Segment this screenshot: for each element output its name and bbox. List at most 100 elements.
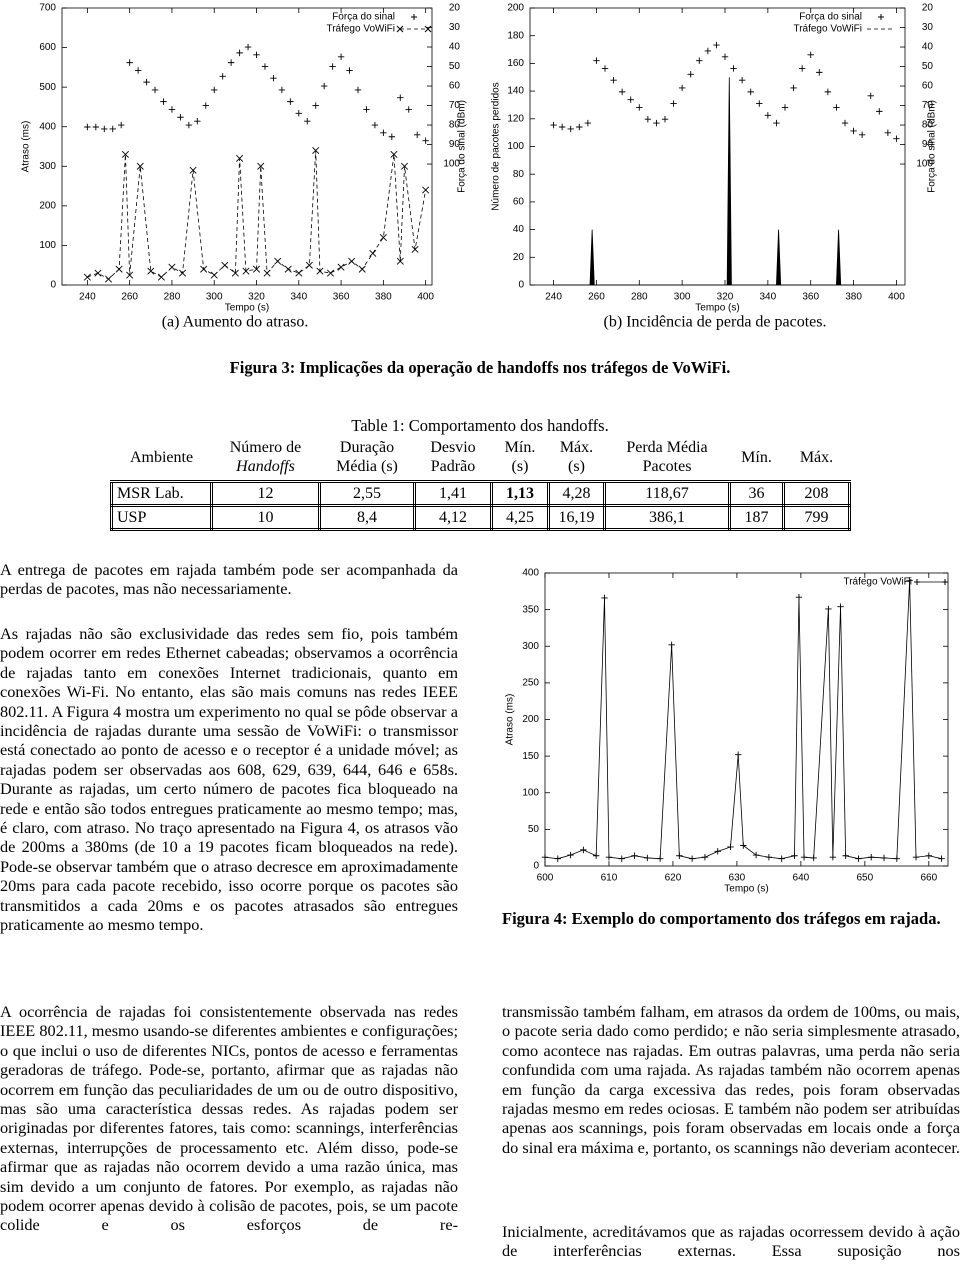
series-line <box>544 580 942 860</box>
point-marker <box>576 123 583 131</box>
point-marker <box>842 852 849 859</box>
point-marker <box>876 108 883 115</box>
header-cell: Mín. <box>729 438 784 483</box>
y-tick-label: 60 <box>513 197 525 208</box>
point-marker <box>126 59 133 66</box>
point-marker <box>369 249 377 257</box>
point-marker <box>136 162 144 170</box>
point-marker <box>810 854 817 862</box>
y2-tick-label: 100 <box>916 159 933 170</box>
point-marker <box>925 852 933 859</box>
point-marker <box>287 98 294 105</box>
plot-frame <box>529 7 906 286</box>
y-tick-label: 600 <box>39 42 56 53</box>
point-marker <box>210 271 218 279</box>
x-tick-label: 640 <box>793 873 810 884</box>
y2-tick-label: 20 <box>922 3 934 14</box>
point-marker <box>696 57 703 64</box>
y2-tick-label: 90 <box>449 139 461 150</box>
header-line: Duração <box>339 439 395 456</box>
point-marker <box>636 104 643 111</box>
header-line: Mín. <box>504 439 536 456</box>
paragraph: A entrega de pacotes em rajada também po… <box>0 560 458 599</box>
point-marker <box>236 49 243 57</box>
y-tick-label: 100 <box>507 141 524 152</box>
y2-tick-label: 90 <box>922 139 934 150</box>
point-marker <box>115 265 123 273</box>
point-marker <box>730 65 737 72</box>
point-marker <box>795 593 803 601</box>
point-marker <box>270 75 277 82</box>
point-marker <box>778 855 785 862</box>
y2-axis-label: Força do sinal (dBm) <box>457 100 468 193</box>
y2-tick-label: 40 <box>449 42 461 53</box>
point-marker <box>101 125 108 133</box>
y-tick-label: 200 <box>39 200 56 211</box>
point-marker <box>411 245 419 253</box>
x-tick-label: 360 <box>802 292 819 303</box>
point-marker <box>631 852 638 859</box>
point-marker <box>567 125 574 133</box>
y2-tick-label: 30 <box>449 22 461 33</box>
point-marker <box>177 114 184 121</box>
paragraph: transmissão também falham, em atrasos da… <box>502 1002 960 1157</box>
plot-frame <box>544 572 949 867</box>
y2-tick-label: 30 <box>922 22 934 33</box>
table-cell: 10 <box>210 504 321 531</box>
point-marker <box>118 121 125 129</box>
point-marker <box>592 852 600 859</box>
series-line <box>87 150 427 280</box>
table-cell: 8,4 <box>318 504 416 531</box>
header-cell: Perda Média Pacotes <box>604 438 730 483</box>
point-marker <box>274 257 282 265</box>
point-marker <box>740 842 747 849</box>
point-marker <box>194 117 201 125</box>
point-marker <box>800 854 808 861</box>
table-row: MSR Lab. 12 2,55 1,41 1,13 4,28 118,67 36 208 <box>110 480 851 507</box>
y2-tick-label: 70 <box>449 100 461 111</box>
point-marker <box>284 265 292 273</box>
point-marker <box>348 257 356 265</box>
y2-tick-label: 80 <box>922 120 934 131</box>
point-marker <box>554 855 561 862</box>
y-tick-label: 0 <box>50 280 56 291</box>
table-cell: 799 <box>782 504 851 531</box>
y-tick-label: 0 <box>533 861 539 872</box>
x-tick-label: 260 <box>121 292 138 303</box>
point-marker <box>714 848 721 855</box>
header-line: (s) <box>568 458 585 475</box>
y-tick-label: 100 <box>522 787 539 798</box>
table-cell: 118,67 <box>603 480 731 507</box>
point-marker <box>104 275 113 283</box>
point-marker <box>354 86 362 94</box>
point-marker <box>727 843 734 851</box>
point-marker <box>295 269 303 277</box>
table-row: USP 10 8,4 4,12 4,25 16,19 386,1 187 799 <box>110 504 851 531</box>
loss-area <box>553 77 897 286</box>
point-marker <box>584 119 592 127</box>
header-line: Número de <box>229 439 302 456</box>
x-tick-label: 280 <box>631 292 648 303</box>
point-marker <box>837 603 844 610</box>
y-tick-label: 200 <box>522 714 539 725</box>
table-cell: 4,12 <box>413 504 493 531</box>
legend-label: Força do sinal <box>332 12 395 23</box>
point-marker <box>143 78 150 86</box>
point-marker <box>676 852 683 859</box>
legend-label: Força do sinal <box>799 12 862 23</box>
table-cell: 36 <box>728 480 785 507</box>
point-marker <box>688 855 696 862</box>
point-marker <box>92 123 100 131</box>
point-marker <box>358 265 366 273</box>
subcaption: (b) Incidência de perda de pacotes. <box>604 314 827 331</box>
point-marker <box>109 125 116 133</box>
point-marker <box>189 166 197 174</box>
point-marker <box>618 855 625 862</box>
y-tick-label: 80 <box>513 169 525 180</box>
point-marker <box>668 641 675 648</box>
point-marker <box>893 855 901 862</box>
point-marker <box>644 115 652 123</box>
paragraph: Inicialmente, acreditávamos que as rajad… <box>502 1222 960 1261</box>
point-marker <box>178 269 187 277</box>
point-marker <box>219 73 226 80</box>
